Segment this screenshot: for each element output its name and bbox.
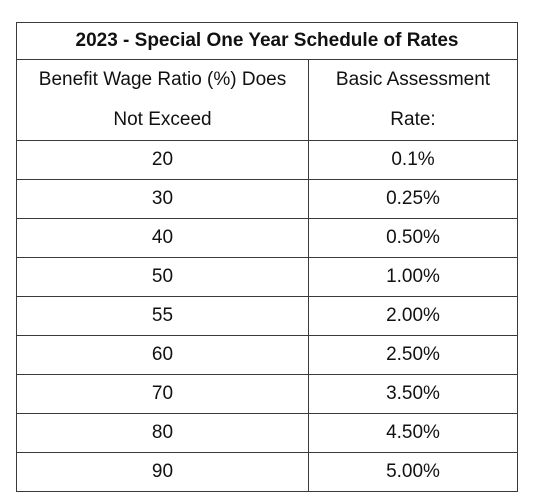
ratio-cell: 30 [16,179,309,219]
rate-cell: 0.1% [308,140,518,180]
column-header-rate-line2: Rate: [390,109,436,130]
table-row: 20 0.1% [16,140,518,180]
column-header-rate-line1: Basic Assessment [335,69,491,90]
ratio-cell: 20 [16,140,309,180]
table-row: 80 4.50% [16,413,518,453]
rate-cell: 2.00% [308,296,518,336]
table-header-row: Benefit Wage Ratio (%) Does Not Exceed B… [16,59,518,141]
table-row: 30 0.25% [16,179,518,219]
ratio-cell: 90 [16,452,309,492]
rate-cell: 0.50% [308,218,518,258]
rate-cell: 0.25% [308,179,518,219]
ratio-cell: 40 [16,218,309,258]
table-row: 70 3.50% [16,374,518,414]
table-title-row: 2023 - Special One Year Schedule of Rate… [16,22,518,60]
table-body: 20 0.1% 30 0.25% 40 0.50% 50 1.00% 55 2.… [16,140,518,492]
ratio-cell: 50 [16,257,309,297]
rate-cell: 5.00% [308,452,518,492]
table-row: 55 2.00% [16,296,518,336]
rate-cell: 2.50% [308,335,518,375]
rate-cell: 4.50% [308,413,518,453]
ratio-cell: 80 [16,413,309,453]
rate-cell: 3.50% [308,374,518,414]
ratio-cell: 60 [16,335,309,375]
column-header-ratio: Benefit Wage Ratio (%) Does Not Exceed [16,59,309,141]
ratio-cell: 70 [16,374,309,414]
column-header-ratio-line1: Benefit Wage Ratio (%) Does [38,69,287,90]
table-row: 60 2.50% [16,335,518,375]
table-title: 2023 - Special One Year Schedule of Rate… [16,22,518,60]
rate-cell: 1.00% [308,257,518,297]
rate-schedule-table: 2023 - Special One Year Schedule of Rate… [16,22,518,492]
table-row: 40 0.50% [16,218,518,258]
ratio-cell: 55 [16,296,309,336]
table-row: 90 5.00% [16,452,518,492]
column-header-rate: Basic Assessment Rate: [308,59,518,141]
column-header-ratio-line2: Not Exceed [113,109,212,130]
table-row: 50 1.00% [16,257,518,297]
